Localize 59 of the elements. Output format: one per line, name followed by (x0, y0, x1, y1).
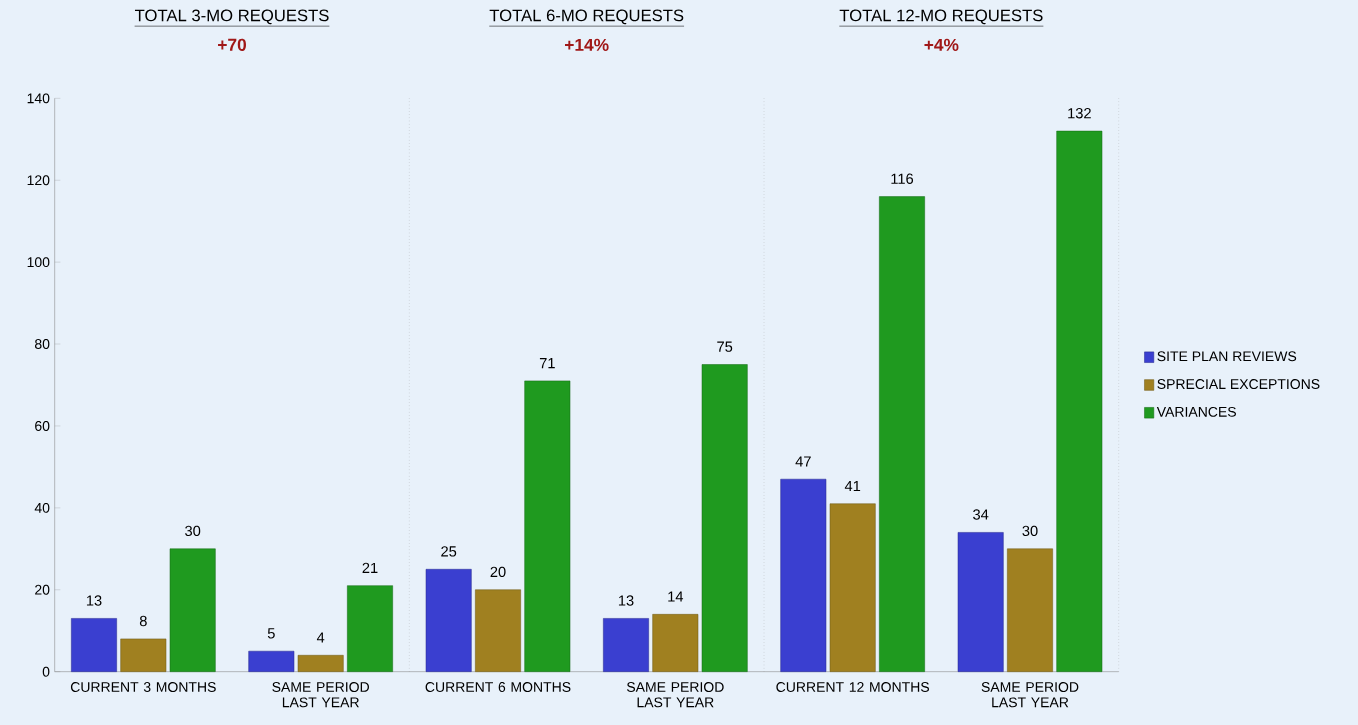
data-label: 20 (490, 566, 506, 578)
bar (957, 532, 1004, 672)
bar (297, 655, 344, 672)
bar (879, 196, 925, 672)
y-tick-label: 60 (35, 421, 50, 431)
bar (524, 380, 571, 672)
x-tick-label: CURRENT 6 MONTHS (425, 682, 571, 692)
data-label: 14 (668, 591, 684, 602)
x-tick-label: CURRENT 3 MONTHS (70, 682, 216, 692)
x-tick-label: CURRENT 12 MONTHS (776, 682, 930, 692)
bar (701, 364, 748, 672)
text: TOTAL 3-MO REQUESTS (134, 9, 329, 25)
data-label: 4 (316, 632, 325, 643)
data-label: 75 (717, 341, 733, 352)
x-tick-label: SAME PERIOD LAST YEAR (981, 682, 1079, 708)
x-tick-label: SAME PERIOD LAST YEAR (272, 682, 369, 708)
y-tick-label: 40 (34, 502, 50, 513)
y-tick-label: 140 (27, 93, 50, 104)
y-tick-label: 120 (27, 175, 50, 186)
bar (71, 618, 117, 672)
data-label: 71 (539, 358, 555, 369)
bar (169, 548, 216, 672)
data-label: 25 (441, 546, 457, 557)
legend-label: SITE PLAN REVIEWS (1157, 351, 1297, 362)
x-tick-label: SAME PERIOD LAST YEAR (626, 682, 724, 708)
data-label: 5 (267, 628, 275, 639)
y-tick-label: 0 (42, 666, 50, 677)
legend-label: SPRECIAL EXCEPTIONS (1157, 379, 1320, 390)
data-label: 8 (139, 615, 147, 627)
y-tick-label: 80 (34, 339, 50, 350)
data-label: 21 (362, 562, 378, 573)
bar (248, 650, 295, 672)
bar (475, 589, 521, 672)
data-label: 116 (891, 173, 914, 184)
bar (603, 618, 649, 672)
bar (1056, 130, 1103, 672)
bar (347, 585, 393, 672)
bar (425, 569, 472, 672)
y-tick-label: 20 (35, 584, 50, 595)
data-label: 34 (973, 509, 989, 520)
text: +4% (924, 38, 959, 51)
data-label: 13 (618, 595, 634, 606)
data-label: 41 (844, 480, 861, 492)
legend-label: VARIANCES (1156, 406, 1236, 417)
data-label: 13 (86, 595, 102, 606)
y-tick-label: 100 (27, 257, 50, 268)
data-label: 47 (795, 456, 811, 467)
text: +70 (218, 38, 246, 51)
data-label: 30 (1022, 525, 1038, 537)
text: +14% (565, 38, 609, 51)
text: TOTAL 12-MO REQUESTS (839, 9, 1043, 25)
data-label: 30 (185, 525, 201, 537)
bar (1007, 548, 1053, 672)
bar (120, 638, 167, 672)
bar (829, 503, 876, 672)
bar (780, 478, 827, 672)
text: TOTAL 6-MO REQUESTS (489, 9, 684, 25)
data-label: 132 (1068, 108, 1091, 119)
bar (652, 614, 699, 672)
